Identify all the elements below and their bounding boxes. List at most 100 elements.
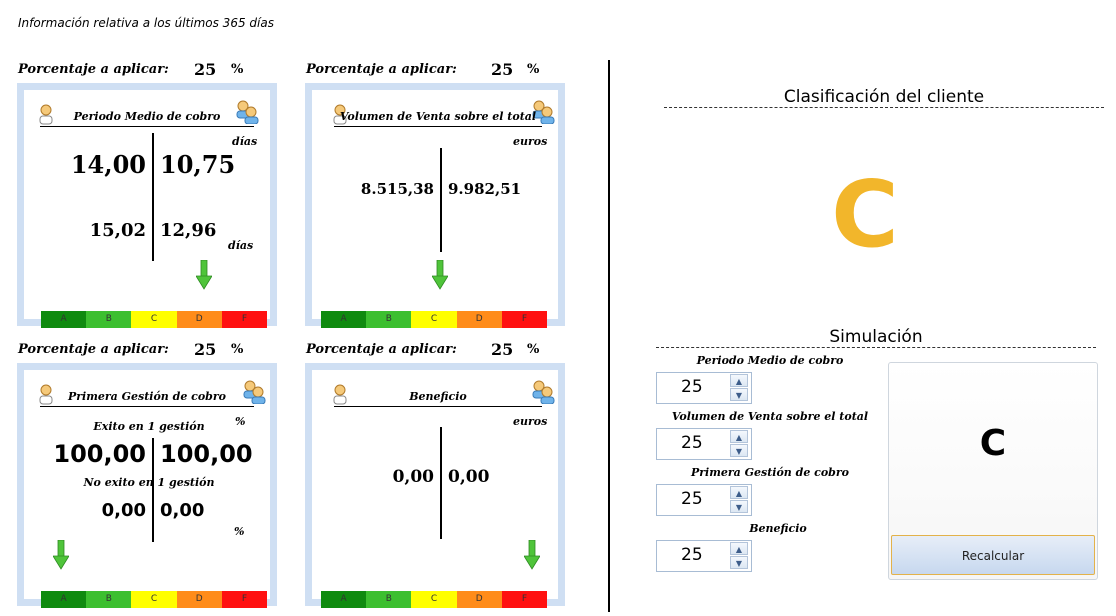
sim-label-beneficio: Beneficio [749, 522, 807, 535]
spin-down-button[interactable]: ▼ [730, 388, 748, 401]
spinner-volumen[interactable]: 25 ▲ ▼ [656, 428, 752, 460]
value-current-right: 10,75 [160, 150, 236, 179]
value-right: 9.982,51 [448, 180, 522, 198]
sim-label-gestion: Primera Gestión de cobro [690, 466, 850, 479]
spin-up-button[interactable]: ▲ [730, 486, 748, 499]
arrow-down-icon [196, 260, 212, 290]
grade-scale: A B C D F [321, 591, 548, 608]
value-right: 0,00 [448, 467, 490, 487]
simulation-result-grade: C [979, 423, 1007, 464]
value-divider [152, 438, 154, 542]
spinner-value[interactable]: 25 [681, 545, 703, 565]
grade-a: A [321, 311, 367, 328]
percent-sign-2: % [527, 62, 540, 77]
grade-f: F [501, 591, 548, 608]
percent-sign-1: % [231, 62, 244, 77]
value-left: 8.515,38 [360, 180, 434, 198]
people-icon [236, 100, 259, 124]
value-divider [440, 427, 442, 539]
sim-label-periodo: Periodo Medio de cobro [696, 354, 844, 367]
grade-b: B [86, 311, 132, 328]
card-periodo-medio: Periodo Medio de cobro días 14,00 10,75 … [17, 83, 277, 328]
spin-down-button[interactable]: ▼ [730, 500, 748, 513]
recalculate-button[interactable]: Recalcular [891, 535, 1095, 575]
value-divider [440, 148, 442, 252]
classification-grade: C [831, 161, 899, 268]
grade-d: D [176, 591, 222, 608]
value-previous-left: 15,02 [89, 220, 146, 241]
arrow-down-icon [53, 540, 69, 570]
grade-scale: A B C D F [321, 311, 548, 328]
classification-rule [664, 107, 1104, 108]
people-icon [532, 380, 555, 404]
spinner-beneficio[interactable]: 25 ▲ ▼ [656, 540, 752, 572]
arrow-down-icon [524, 540, 540, 570]
card-volumen-venta: Volumen de Venta sobre el total euros 8.… [305, 83, 565, 328]
value-failure-right: 0,00 [160, 500, 205, 521]
percent-value-2: 25 [491, 60, 514, 79]
spin-down-button[interactable]: ▼ [730, 444, 748, 457]
percent-value-1: 25 [194, 60, 217, 79]
percent-value-3: 25 [194, 340, 217, 359]
classification-title: Clasificación del cliente [783, 87, 985, 107]
spinner-value[interactable]: 25 [681, 377, 703, 397]
spinner-value[interactable]: 25 [681, 433, 703, 453]
percent-sign-3: % [231, 342, 244, 357]
grade-f: F [221, 311, 268, 328]
card-beneficio: Beneficio euros 0,00 0,00 A B C D F [305, 363, 565, 608]
value-success-left: 100,00 [53, 440, 146, 468]
grade-d: D [456, 311, 502, 328]
unit-label: euros [513, 135, 548, 148]
person-icon [333, 384, 347, 405]
grade-f: F [501, 311, 548, 328]
unit-label: % [235, 415, 246, 428]
sim-label-volumen: Volumen de Venta sobre el total [671, 410, 869, 423]
percent-label-2: Porcentaje a aplicar: [306, 62, 457, 77]
people-icon [532, 100, 555, 124]
card-title: Volumen de Venta sobre el total [334, 108, 542, 127]
grade-b: B [366, 591, 412, 608]
spin-up-button[interactable]: ▲ [730, 374, 748, 387]
simulation-rule [656, 347, 1096, 348]
grade-c: C [131, 591, 177, 608]
grade-b: B [86, 591, 132, 608]
grade-d: D [456, 591, 502, 608]
failure-caption: No exito en 1 gestión [83, 476, 215, 489]
grade-c: C [411, 311, 457, 328]
grade-b: B [366, 311, 412, 328]
grade-scale: A B C D F [41, 591, 268, 608]
spinner-value[interactable]: 25 [681, 489, 703, 509]
percent-label-3: Porcentaje a aplicar: [18, 342, 169, 357]
spin-up-button[interactable]: ▲ [730, 542, 748, 555]
percent-label-1: Porcentaje a aplicar: [18, 62, 169, 77]
card-title: Primera Gestión de cobro [40, 388, 254, 407]
grade-a: A [41, 311, 87, 328]
spinner-periodo[interactable]: 25 ▲ ▼ [656, 372, 752, 404]
value-left: 0,00 [392, 467, 434, 487]
card-primera-gestion: Primera Gestión de cobro % Exito en 1 ge… [17, 363, 277, 608]
person-icon [39, 104, 53, 125]
value-current-left: 14,00 [70, 150, 146, 179]
info-text: Información relativa a los últimos 365 d… [18, 16, 274, 30]
arrow-down-icon [432, 260, 448, 290]
spin-down-button[interactable]: ▼ [730, 556, 748, 569]
unit-label: euros [513, 415, 548, 428]
simulation-result-panel: C Recalcular [888, 362, 1098, 580]
percent-value-4: 25 [491, 340, 514, 359]
value-success-right: 100,00 [160, 440, 253, 468]
spinner-gestion[interactable]: 25 ▲ ▼ [656, 484, 752, 516]
grade-a: A [321, 591, 367, 608]
panel-divider [608, 60, 610, 612]
grade-scale: A B C D F [41, 311, 268, 328]
percent-label-4: Porcentaje a aplicar: [306, 342, 457, 357]
success-caption: Exito en 1 gestión [93, 420, 205, 433]
value-divider [152, 133, 154, 261]
value-failure-left: 0,00 [101, 500, 146, 521]
grade-c: C [131, 311, 177, 328]
unit-label-bottom: días [228, 239, 254, 252]
spin-up-button[interactable]: ▲ [730, 430, 748, 443]
value-previous-right: 12,96 [160, 220, 217, 241]
people-icon [243, 380, 266, 404]
grade-d: D [176, 311, 222, 328]
person-icon [333, 104, 347, 125]
